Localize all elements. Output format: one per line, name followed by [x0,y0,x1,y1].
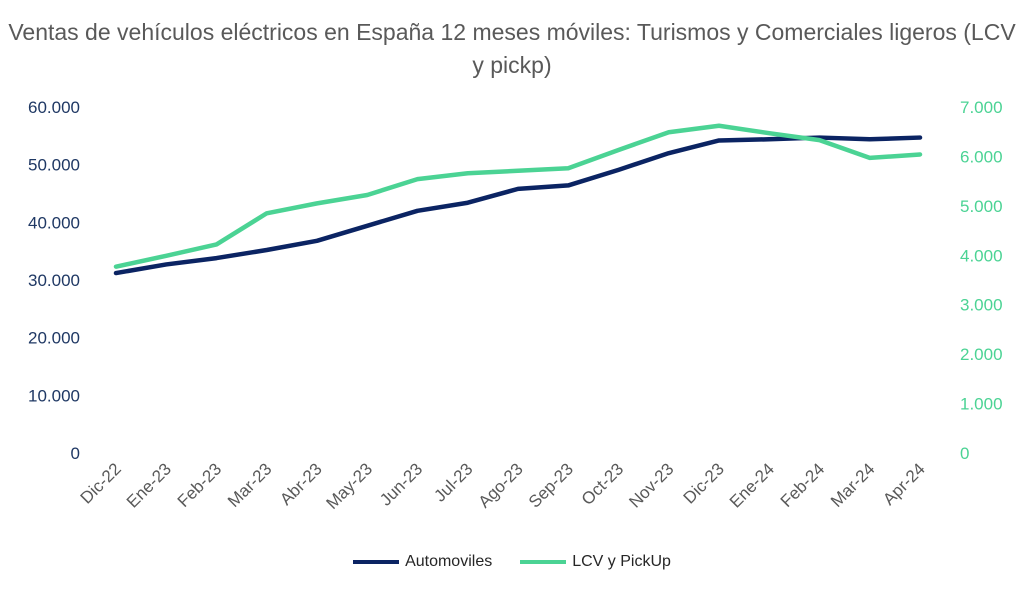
legend-swatch [520,560,567,564]
x-tick-label: Apr-24 [879,459,929,509]
legend-label: LCV y PickUp [572,553,671,570]
x-tick-label: Jun-23 [376,459,426,509]
legend-swatch [353,560,400,564]
legend-label: Automoviles [405,553,493,570]
y-right-tick-label: 5.000 [960,197,1003,216]
y-left-tick-label: 10.000 [28,386,80,405]
x-tick-label: May-23 [323,459,377,513]
x-tick-label: Feb-23 [174,459,226,511]
y-right-tick-label: 3.000 [960,296,1003,315]
y-left-tick-label: 60.000 [28,98,80,117]
y-right-tick-label: 7.000 [960,98,1003,117]
x-tick-label: Ene-24 [726,459,778,511]
x-tick-label: Jul-23 [430,459,476,505]
series-line-automoviles [113,135,923,276]
y-right-tick-label: 6.000 [960,147,1003,166]
x-tick-label: Abr-23 [276,459,326,509]
x-tick-label: Sep-23 [525,459,577,511]
x-tick-label: Dic-23 [680,459,728,507]
x-tick-label: Feb-24 [777,459,829,511]
x-tick-label: Oct-23 [578,459,628,509]
legend-item-automoviles: Automoviles [353,553,492,571]
x-tick-label: Dic-22 [77,459,125,507]
y-right-tick-label: 4.000 [960,246,1003,265]
y-right-tick-label: 1.000 [960,395,1003,414]
y-left-tick-label: 0 [71,444,80,463]
x-tick-label: Mar-24 [827,459,879,511]
x-tick-label: Ago-23 [475,459,527,511]
y-left-tick-label: 50.000 [28,156,80,175]
y-right-tick-label: 0 [960,444,969,463]
y-left-tick-label: 20.000 [28,329,80,348]
chart-title: Ventas de vehículos eléctricos en España… [8,19,1016,78]
legend: Automoviles LCV y PickUp [0,553,1024,571]
y-left-tick-label: 30.000 [28,271,80,290]
x-tick-label: Ene-23 [123,459,175,511]
x-tick-label: Nov-23 [625,459,677,511]
y-left-tick-label: 40.000 [28,213,80,232]
y-right-tick-label: 2.000 [960,345,1003,364]
legend-item-lcv: LCV y PickUp [520,553,671,571]
x-tick-label: Mar-23 [224,459,276,511]
series-line-lcv-y-pickup [113,123,923,269]
